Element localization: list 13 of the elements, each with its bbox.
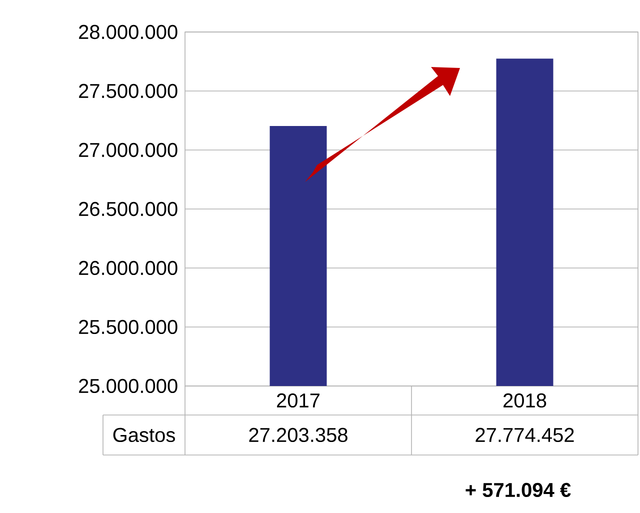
- data-label: 27.774.452: [476, 428, 574, 442]
- y-tick-label: 27.500.000: [79, 84, 178, 98]
- text: Gastos: [113, 428, 175, 442]
- y-tick-label: 26.000.000: [79, 260, 178, 276]
- x-tick-label: 2017: [277, 393, 320, 408]
- x-tick-label: 2018: [504, 393, 546, 408]
- data-label: 27.203.358: [249, 428, 348, 442]
- y-tick-label: 26.500.000: [79, 202, 178, 216]
- y-tick-label: 28.000.000: [79, 24, 178, 40]
- y-tick-label: 27.000.000: [79, 142, 178, 158]
- y-tick-label: 25.500.000: [79, 320, 178, 334]
- y-tick-label: 25.000.000: [79, 378, 178, 394]
- text: + 571.094 €: [466, 482, 571, 498]
